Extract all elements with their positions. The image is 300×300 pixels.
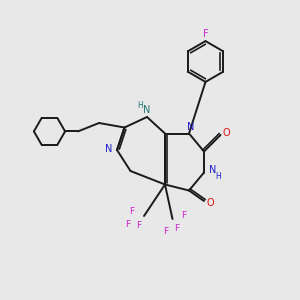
Text: O: O	[223, 128, 230, 138]
Text: F: F	[181, 211, 187, 220]
Text: N: N	[143, 105, 150, 116]
Text: F: F	[125, 220, 130, 229]
Text: F: F	[174, 224, 180, 233]
Text: N: N	[209, 165, 216, 175]
Text: N: N	[105, 143, 112, 154]
Text: F: F	[203, 29, 208, 40]
Text: N: N	[187, 122, 194, 133]
Text: H: H	[137, 100, 143, 109]
Text: H: H	[215, 172, 221, 181]
Text: F: F	[163, 227, 169, 236]
Text: O: O	[206, 197, 214, 208]
Text: F: F	[129, 207, 134, 216]
Text: F: F	[136, 221, 141, 230]
